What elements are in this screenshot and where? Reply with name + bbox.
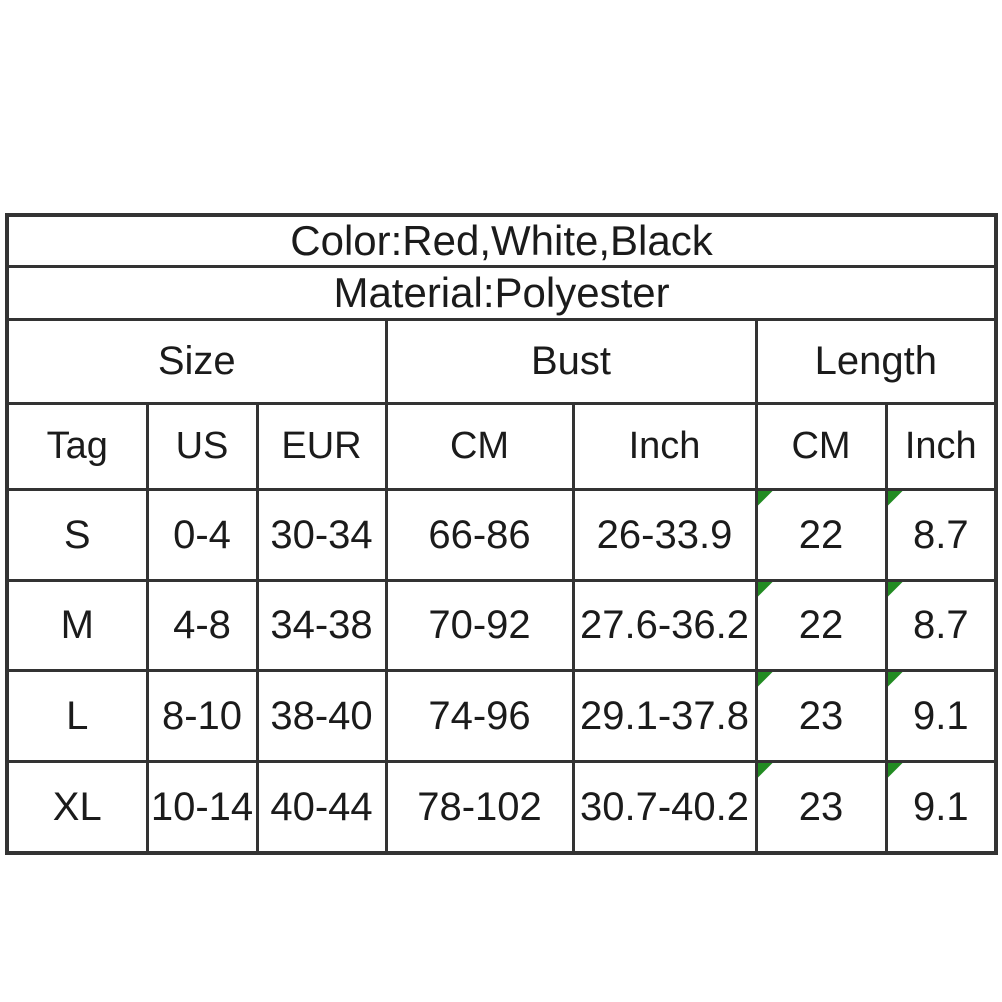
corner-flag-icon (759, 492, 773, 506)
cell-eur: 40-44 (255, 760, 388, 855)
color-info-text: Color:Red,White,Black (5, 213, 998, 268)
cell-tag: M (5, 579, 149, 672)
cell-length-cm-value: 22 (798, 603, 844, 647)
corner-flag-icon (759, 764, 773, 778)
cell-tag: XL (5, 760, 149, 855)
cell-length-cm-value: 23 (798, 784, 844, 829)
cell-us: 10-14 (145, 760, 259, 855)
sub-header-eur: EUR (255, 402, 388, 491)
sub-header-us: US (145, 402, 259, 491)
cell-eur: 38-40 (255, 669, 388, 763)
cell-length-inch-value: 9.1 (912, 784, 969, 829)
corner-flag-icon (889, 492, 903, 506)
cell-bust-cm: 74-96 (384, 669, 575, 763)
corner-flag-icon (889, 583, 903, 597)
cell-us: 0-4 (145, 488, 259, 582)
cell-bust-cm: 78-102 (384, 760, 575, 855)
table-row-l: L 8-10 38-40 74-96 29.1-37.8 23 9.1 (5, 669, 998, 763)
cell-length-cm: 23 (754, 669, 888, 763)
cell-eur: 30-34 (255, 488, 388, 582)
cell-length-inch: 8.7 (884, 579, 998, 672)
material-row: Material:Polyester (5, 265, 998, 321)
table-row-xl: XL 10-14 40-44 78-102 30.7-40.2 23 9.1 (5, 760, 998, 855)
corner-flag-icon (889, 673, 903, 687)
cell-length-inch-value: 9.1 (912, 693, 969, 738)
cell-length-cm: 22 (754, 488, 888, 582)
cell-length-cm-value: 22 (798, 512, 844, 557)
cell-length-inch-value: 8.7 (912, 603, 969, 647)
corner-flag-icon (759, 583, 773, 597)
cell-bust-cm: 70-92 (384, 579, 575, 672)
cell-length-inch: 8.7 (884, 488, 998, 582)
material-info-text: Material:Polyester (5, 265, 998, 321)
group-header-size: Size (5, 318, 388, 405)
cell-length-cm: 22 (754, 579, 888, 672)
color-row: Color:Red,White,Black (5, 213, 998, 268)
cell-bust-inch: 29.1-37.8 (571, 669, 758, 763)
table-row-m: M 4-8 34-38 70-92 27.6-36.2 22 8.7 (5, 579, 998, 672)
corner-flag-icon (759, 673, 773, 687)
sub-header-tag: Tag (5, 402, 149, 491)
sub-header-row: Tag US EUR CM Inch CM Inch (5, 402, 998, 491)
group-header-bust: Bust (384, 318, 758, 405)
group-header-length: Length (754, 318, 998, 405)
cell-us: 4-8 (145, 579, 259, 672)
cell-tag: S (5, 488, 149, 582)
sub-header-length-cm: CM (754, 402, 888, 491)
corner-flag-icon (889, 764, 903, 778)
cell-length-cm-value: 23 (798, 693, 844, 738)
cell-length-inch-value: 8.7 (912, 512, 969, 557)
cell-bust-inch: 26-33.9 (571, 488, 758, 582)
cell-length-inch: 9.1 (884, 760, 998, 855)
cell-bust-inch: 30.7-40.2 (571, 760, 758, 855)
cell-tag: L (5, 669, 149, 763)
cell-bust-inch: 27.6-36.2 (571, 579, 758, 672)
cell-us: 8-10 (145, 669, 259, 763)
sub-header-length-inch: Inch (884, 402, 998, 491)
table-row-s: S 0-4 30-34 66-86 26-33.9 22 8.7 (5, 488, 998, 582)
cell-length-inch: 9.1 (884, 669, 998, 763)
cell-length-cm: 23 (754, 760, 888, 855)
cell-bust-cm: 66-86 (384, 488, 575, 582)
column-group-header-row: Size Bust Length (5, 318, 998, 405)
sub-header-bust-inch: Inch (571, 402, 758, 491)
size-chart-table: Color:Red,White,Black Material:Polyester… (5, 213, 999, 855)
sub-header-bust-cm: CM (384, 402, 575, 491)
cell-eur: 34-38 (255, 579, 388, 672)
